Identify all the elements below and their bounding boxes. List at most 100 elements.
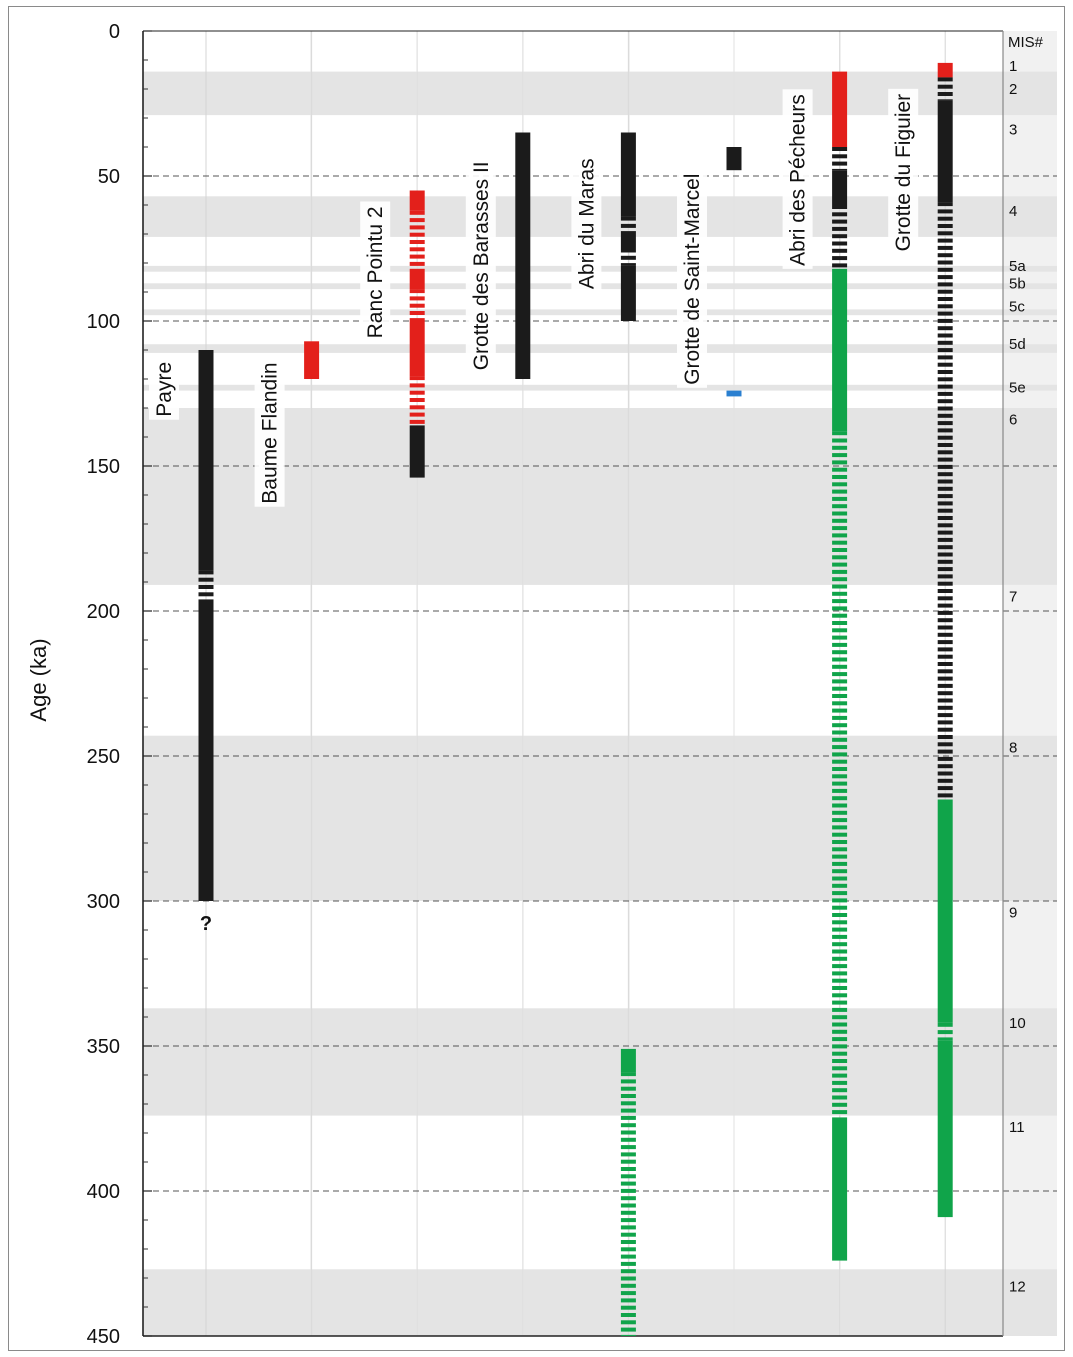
- site-6-segment-5-dash-76: [832, 986, 848, 990]
- site-7-segment-3-dash-7: [937, 253, 953, 258]
- site-4-segment-6-dash-12: [620, 1159, 636, 1164]
- site-6-segment-5-dash-90: [832, 1088, 848, 1093]
- site-7-segment-3-dash-3: [937, 224, 953, 228]
- mis-strip: [1003, 31, 1057, 1336]
- site-6-segment-5-dash-19: [832, 569, 848, 574]
- site-7-segment-3-dash-56: [937, 610, 953, 615]
- site-2-segment-5-dash-0: [409, 376, 425, 381]
- site-6-segment-5-dash-42: [832, 737, 848, 742]
- site-4-segment-6-dash-19: [620, 1210, 636, 1215]
- site-7-segment-1-dash-0: [937, 77, 953, 82]
- site-label-0: Payre: [153, 362, 176, 417]
- site-label-backing-2: [360, 201, 391, 342]
- site-6-segment-5-dash-11: [832, 511, 848, 516]
- site-6-segment-5-dash-46: [832, 767, 848, 771]
- site-6-segment-5-dash-63: [832, 891, 848, 896]
- site-4-segment-6-dash-29: [620, 1283, 636, 1288]
- mis-label-7: 7: [1009, 589, 1017, 606]
- site-7-segment-3-dash-47: [937, 545, 953, 550]
- site-2-segment-1-dash-3: [409, 232, 425, 237]
- site-6-segment-5-dash-7: [832, 482, 848, 487]
- site-7-segment-3-dash-77: [937, 764, 953, 769]
- site-6-segment-5-dash-55: [832, 832, 848, 837]
- site-7-segment-3-dash-1: [937, 209, 953, 214]
- site-2-segment-2: [409, 268, 425, 290]
- site-7-segment-3-dash-71: [937, 720, 953, 725]
- site-0-segment-1-dash-0: [198, 570, 214, 575]
- site-4-segment-6-dash-4: [620, 1101, 636, 1106]
- site-7-segment-3-dash-54: [937, 596, 953, 601]
- y-tick-label-200: 200: [87, 601, 120, 623]
- y-tick-label-450: 450: [87, 1326, 120, 1348]
- site-4-segment-1-dash-0: [620, 216, 636, 221]
- site-series-layer: [198, 62, 953, 1336]
- site-7-segment-3-dash-15: [937, 311, 953, 316]
- site-6-segment-5-dash-91: [832, 1095, 848, 1100]
- site-label-2: Ranc Pointu 2: [364, 206, 387, 338]
- site-6-segment-5-dash-24: [832, 606, 848, 611]
- site-6-segment-5-dash-48: [832, 781, 848, 786]
- site-6-segment-5-dash-62: [832, 883, 848, 888]
- site-6-segment-5-dash-17: [832, 555, 848, 560]
- site-6-segment-4: [832, 268, 848, 432]
- site-4-segment-6-dash-6: [620, 1115, 636, 1120]
- site-4-segment-6-dash-23: [620, 1240, 636, 1244]
- site-4-segment-6-dash-9: [620, 1137, 636, 1142]
- site-7-segment-3-dash-29: [937, 413, 953, 418]
- site-6-segment-5-dash-35: [832, 686, 848, 691]
- site-6-segment-5-dash-13: [832, 526, 848, 531]
- site-6-segment-1-dash-2: [832, 161, 848, 166]
- site-2-segment-1-dash-0: [409, 210, 425, 215]
- y-tick-label-350: 350: [87, 1036, 120, 1058]
- site-7-segment-3-dash-32: [937, 435, 953, 440]
- site-6-segment-5-dash-72: [832, 956, 848, 961]
- site-7-segment-3-dash-42: [937, 508, 953, 513]
- site-6-segment-5: [832, 431, 848, 1119]
- site-4-segment-6-dash-14: [620, 1174, 636, 1179]
- site-2-segment-5-dash-3: [409, 398, 425, 402]
- site-6-segment-3-dash-1: [832, 212, 848, 217]
- site-6-segment-5-dash-66: [832, 913, 848, 917]
- mis-label-6: 6: [1009, 412, 1017, 429]
- site-label-group-6: Abri des Pécheurs: [782, 89, 813, 269]
- site-6-segment-5-dash-32: [832, 664, 848, 669]
- site-7-segment-3-dash-44: [937, 523, 953, 528]
- site-6-segment-5-dash-22: [832, 591, 848, 596]
- site-6-segment-5-dash-3: [832, 453, 848, 458]
- site-7-segment-3-dash-31: [937, 428, 953, 433]
- site-7-segment-3-dash-34: [937, 450, 953, 455]
- site-4-segment-3-dash-0: [620, 248, 636, 253]
- site-6-segment-5-dash-8: [832, 489, 848, 494]
- site-4-segment-6-dash-11: [620, 1152, 636, 1157]
- site-7-segment-3-dash-22: [937, 362, 953, 367]
- site-7-segment-3-dash-79: [937, 778, 953, 783]
- site-6-segment-0: [832, 71, 848, 147]
- site-label-group-1: Baume Flandin: [254, 357, 285, 507]
- y-axis-label: Age (ka): [26, 638, 51, 721]
- site-label-layer: Payre? Baume Flandin Ranc Pointu 2 Grotte d…: [149, 88, 919, 935]
- site-series-3: [515, 132, 531, 379]
- site-6-segment-5-dash-25: [832, 613, 848, 618]
- site-6-segment-5-dash-94: [832, 1117, 848, 1119]
- mis-label-1: 1: [1009, 58, 1017, 75]
- site-7-segment-3-dash-28: [937, 406, 953, 411]
- site-4-segment-3-dash-2: [620, 263, 636, 266]
- site-2-segment-3-dash-1: [409, 296, 425, 301]
- site-series-5: [726, 147, 742, 397]
- site-4-segment-5: [620, 1048, 636, 1073]
- site-4-segment-6-dash-13: [620, 1167, 636, 1171]
- site-4-segment-6-dash-34: [620, 1320, 636, 1325]
- site-annotation-0: ?: [200, 913, 212, 935]
- site-7-segment-3-dash-13: [937, 297, 953, 301]
- site-6-segment-5-dash-39: [832, 715, 848, 720]
- site-6-segment-5-dash-49: [832, 788, 848, 793]
- site-4-segment-6-dash-1: [620, 1079, 636, 1084]
- site-6-segment-5-dash-28: [832, 635, 848, 640]
- mis-label-5a: 5a: [1009, 258, 1026, 275]
- site-4-segment-6-dash-24: [620, 1247, 636, 1252]
- site-2-segment-4: [409, 318, 425, 377]
- site-6-segment-5-dash-77: [832, 993, 848, 998]
- site-6-segment-5-dash-54: [832, 825, 848, 830]
- site-label-group-0: Payre: [149, 356, 179, 420]
